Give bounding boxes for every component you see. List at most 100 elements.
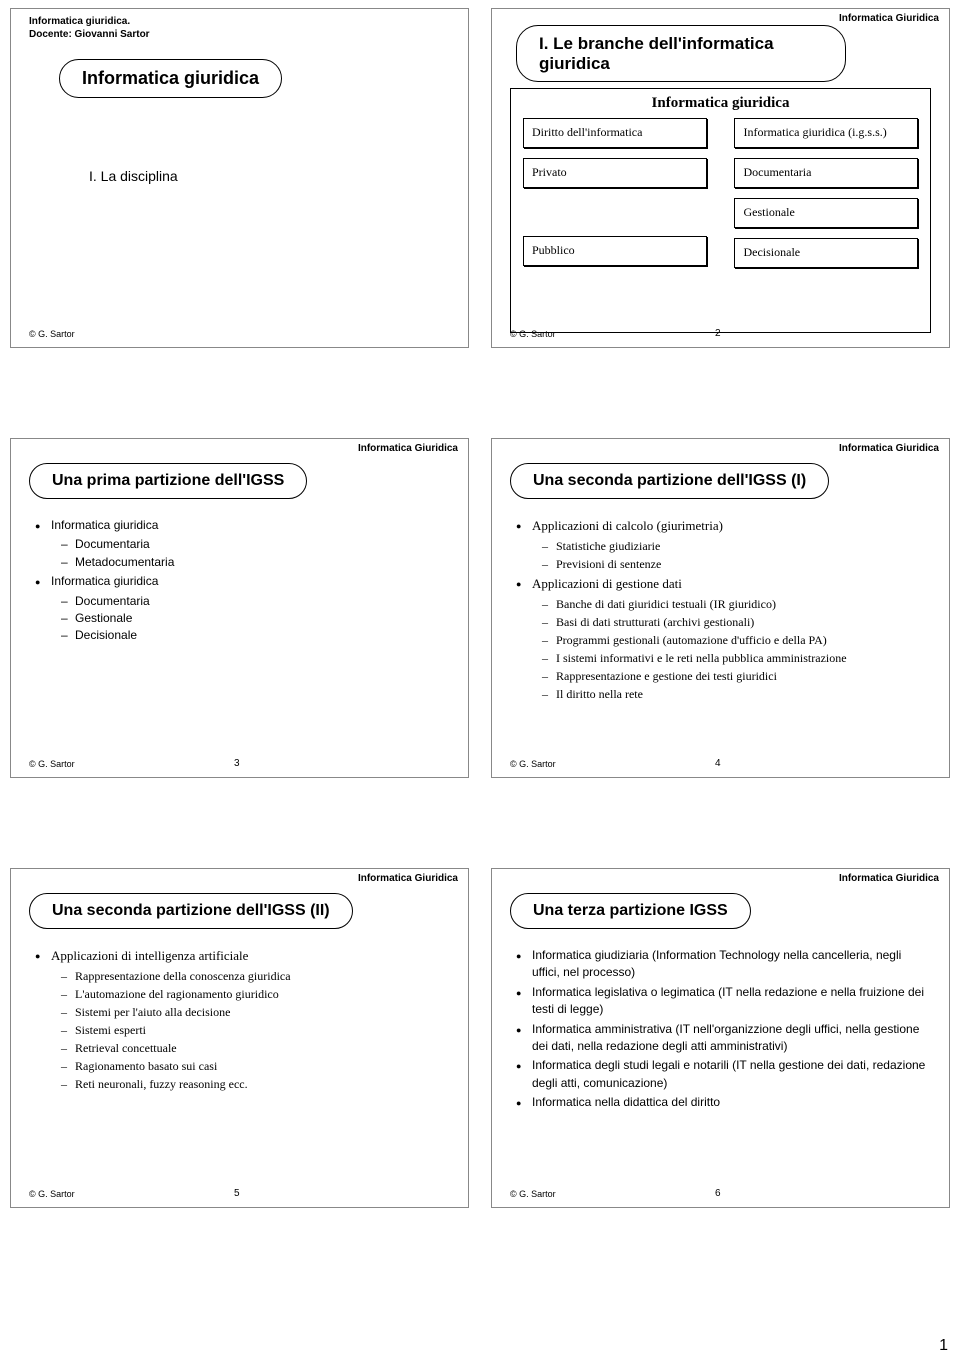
list-item: Applicazioni di gestione dati Banche di … bbox=[516, 575, 931, 703]
slide-6: Informatica Giuridica Una terza partizio… bbox=[491, 868, 950, 1208]
list-item: Ragionamento basato sui casi bbox=[61, 1057, 450, 1075]
slide-header-label: Informatica Giuridica bbox=[358, 873, 458, 884]
diagram-box: Informatica giuridica (i.g.s.s.) bbox=[734, 118, 918, 148]
diagram-title: Informatica giuridica bbox=[521, 95, 920, 112]
bullet-list: Informatica giuridica Documentaria Metad… bbox=[35, 517, 450, 645]
copyright: © G. Sartor bbox=[29, 1189, 75, 1199]
slide-number: 6 bbox=[715, 1188, 721, 1199]
sub-list: Statistiche giudiziarie Previsioni di se… bbox=[532, 537, 931, 573]
copyright: © G. Sartor bbox=[510, 759, 556, 769]
title-bubble-wrap: Una seconda partizione dell'IGSS (I) bbox=[510, 463, 931, 499]
list-item: Basi di dati strutturati (archivi gestio… bbox=[542, 613, 931, 631]
list-item: Informatica degli studi legali e notaril… bbox=[516, 1057, 931, 1092]
item-text: Informatica giuridica bbox=[51, 518, 158, 532]
slide-content: Applicazioni di intelligenza artificiale… bbox=[29, 947, 450, 1093]
list-item: Documentaria bbox=[61, 536, 450, 553]
bullet-list: Applicazioni di intelligenza artificiale… bbox=[35, 947, 450, 1093]
slide-title: Una terza partizione IGSS bbox=[510, 893, 751, 929]
list-item: Informatica nella didattica del diritto bbox=[516, 1094, 931, 1111]
list-item: Retrieval concettuale bbox=[61, 1039, 450, 1057]
list-item: Applicazioni di intelligenza artificiale… bbox=[35, 947, 450, 1093]
title-bubble-wrap: Una prima partizione dell'IGSS bbox=[29, 463, 450, 499]
title-bubble-wrap: Informatica giuridica bbox=[59, 59, 450, 98]
list-item: Informatica giudiziaria (Information Tec… bbox=[516, 947, 931, 982]
list-item: Programmi gestionali (automazione d'uffi… bbox=[542, 631, 931, 649]
list-item: Informatica amministrativa (IT nell'orga… bbox=[516, 1021, 931, 1056]
sub-list: Documentaria Gestionale Decisionale bbox=[51, 593, 450, 645]
slide-header-label: Informatica Giuridica bbox=[839, 873, 939, 884]
slide-title: Una prima partizione dell'IGSS bbox=[29, 463, 307, 499]
diagram-box: Diritto dell'informatica bbox=[523, 118, 707, 148]
list-item: Decisionale bbox=[61, 627, 450, 644]
slide-1: Informatica giuridica. Docente: Giovanni… bbox=[10, 8, 469, 348]
list-item: Applicazioni di calcolo (giurimetria) St… bbox=[516, 517, 931, 573]
list-item: I sistemi informativi e le reti nella pu… bbox=[542, 649, 931, 667]
slide-title: Una seconda partizione dell'IGSS (II) bbox=[29, 893, 353, 929]
list-item: Il diritto nella rete bbox=[542, 685, 931, 703]
slide-number: 5 bbox=[234, 1188, 240, 1199]
sub-list: Banche di dati giuridici testuali (IR gi… bbox=[532, 595, 931, 703]
list-item: Informatica giuridica Documentaria Metad… bbox=[35, 517, 450, 571]
bullet-list: Informatica giudiziaria (Information Tec… bbox=[516, 947, 931, 1112]
doc-title-line: Informatica giuridica. bbox=[29, 15, 450, 28]
title-bubble-wrap: I. Le branche dell'informatica giuridica bbox=[516, 25, 931, 82]
doc-info: Informatica giuridica. Docente: Giovanni… bbox=[29, 15, 450, 41]
sub-list: Rappresentazione della conoscenza giurid… bbox=[51, 967, 450, 1093]
slide-content: Applicazioni di calcolo (giurimetria) St… bbox=[510, 517, 931, 703]
diagram-box: Privato bbox=[523, 158, 707, 188]
slide-content: Informatica giudiziaria (Information Tec… bbox=[510, 947, 931, 1112]
list-item: Metadocumentaria bbox=[61, 554, 450, 571]
list-item: Rappresentazione della conoscenza giurid… bbox=[61, 967, 450, 985]
diagram-right-col: Informatica giuridica (i.g.s.s.) Documen… bbox=[734, 118, 918, 268]
slide-number: 4 bbox=[715, 758, 721, 769]
list-item: Gestionale bbox=[61, 610, 450, 627]
copyright: © G. Sartor bbox=[29, 759, 75, 769]
slide-header-label: Informatica Giuridica bbox=[839, 443, 939, 454]
list-item: Informatica legislativa o legimatica (IT… bbox=[516, 984, 931, 1019]
diagram-box: Documentaria bbox=[734, 158, 918, 188]
copyright: © G. Sartor bbox=[510, 329, 556, 339]
bullet-list: Applicazioni di calcolo (giurimetria) St… bbox=[516, 517, 931, 703]
slide-2: Informatica Giuridica I. Le branche dell… bbox=[491, 8, 950, 348]
list-item: Sistemi per l'aiuto alla decisione bbox=[61, 1003, 450, 1021]
diagram-box: Pubblico bbox=[523, 236, 707, 266]
diagram-left-col: Diritto dell'informatica Privato Pubblic… bbox=[523, 118, 707, 268]
list-item: Informatica giuridica Documentaria Gesti… bbox=[35, 573, 450, 645]
copyright: © G. Sartor bbox=[510, 1189, 556, 1199]
slide-number: 3 bbox=[234, 758, 240, 769]
list-item: Statistiche giudiziarie bbox=[542, 537, 931, 555]
spacer bbox=[523, 198, 707, 226]
slide-5: Informatica Giuridica Una seconda partiz… bbox=[10, 868, 469, 1208]
diagram-columns: Diritto dell'informatica Privato Pubblic… bbox=[521, 118, 920, 268]
list-item: Documentaria bbox=[61, 593, 450, 610]
slide-number: 2 bbox=[715, 328, 721, 339]
slide-4: Informatica Giuridica Una seconda partiz… bbox=[491, 438, 950, 778]
list-item: L'automazione del ragionamento giuridico bbox=[61, 985, 450, 1003]
item-text: Applicazioni di intelligenza artificiale bbox=[51, 948, 248, 963]
doc-author-line: Docente: Giovanni Sartor bbox=[29, 28, 450, 41]
list-item: Rappresentazione e gestione dei testi gi… bbox=[542, 667, 931, 685]
item-text: Informatica giuridica bbox=[51, 574, 158, 588]
item-text: Applicazioni di gestione dati bbox=[532, 576, 682, 591]
diagram-box: Gestionale bbox=[734, 198, 918, 228]
slide-title: I. Le branche dell'informatica giuridica bbox=[516, 25, 846, 82]
sub-list: Documentaria Metadocumentaria bbox=[51, 536, 450, 571]
list-item: Sistemi esperti bbox=[61, 1021, 450, 1039]
slide-title: Informatica giuridica bbox=[59, 59, 282, 98]
slides-grid: Informatica giuridica. Docente: Giovanni… bbox=[10, 8, 950, 1208]
page-number: 1 bbox=[939, 1337, 948, 1355]
list-item: Banche di dati giuridici testuali (IR gi… bbox=[542, 595, 931, 613]
slide-content: Informatica giuridica Documentaria Metad… bbox=[29, 517, 450, 645]
diagram-outer-box: Informatica giuridica Diritto dell'infor… bbox=[510, 88, 931, 333]
item-text: Applicazioni di calcolo (giurimetria) bbox=[532, 518, 723, 533]
copyright: © G. Sartor bbox=[29, 329, 75, 339]
title-bubble-wrap: Una terza partizione IGSS bbox=[510, 893, 931, 929]
slide-title: Una seconda partizione dell'IGSS (I) bbox=[510, 463, 829, 499]
slide-3: Informatica Giuridica Una prima partizio… bbox=[10, 438, 469, 778]
subsection-label: I. La disciplina bbox=[89, 168, 450, 184]
diagram-box: Decisionale bbox=[734, 238, 918, 268]
list-item: Previsioni di sentenze bbox=[542, 555, 931, 573]
slide-header-label: Informatica Giuridica bbox=[358, 443, 458, 454]
slide-header-label: Informatica Giuridica bbox=[839, 13, 939, 24]
title-bubble-wrap: Una seconda partizione dell'IGSS (II) bbox=[29, 893, 450, 929]
